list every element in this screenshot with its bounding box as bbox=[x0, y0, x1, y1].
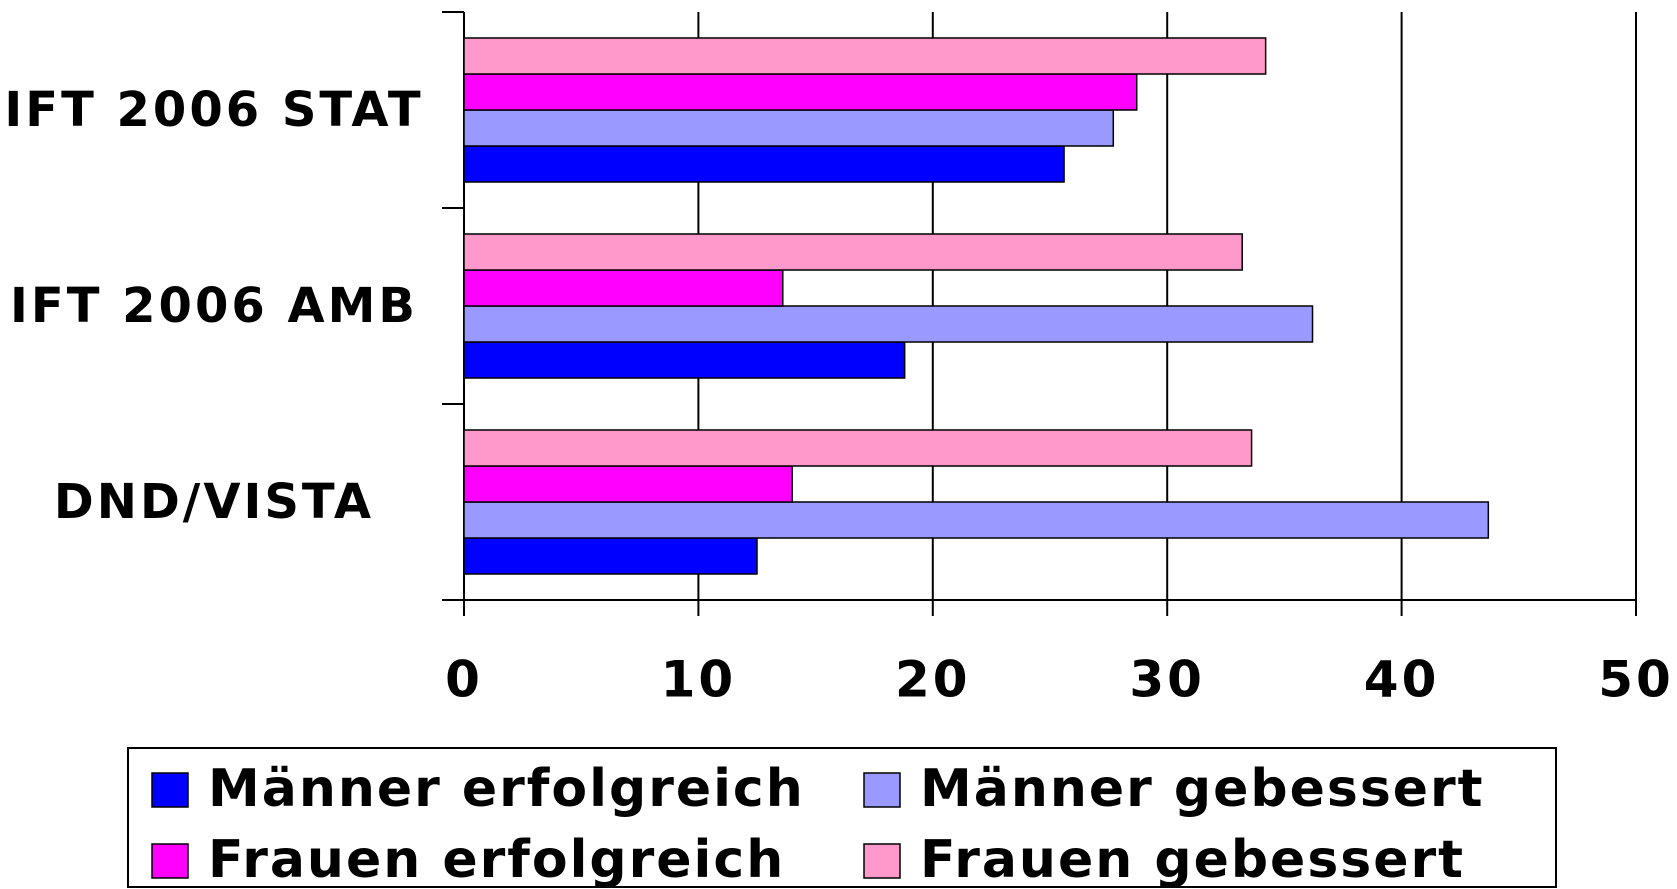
x-tick-label: 30 bbox=[1129, 651, 1205, 709]
x-tick-label: 10 bbox=[661, 651, 737, 709]
bar bbox=[463, 145, 1065, 183]
category-label: DND/VISTA bbox=[53, 474, 375, 530]
legend-label: Männer erfolgreich bbox=[208, 759, 805, 819]
bar bbox=[463, 269, 784, 307]
legend-label: Frauen gebessert bbox=[920, 830, 1465, 889]
category-label: IFT 2006 AMB bbox=[10, 278, 418, 334]
bar bbox=[463, 37, 1267, 75]
x-tick-label: 50 bbox=[1598, 651, 1674, 709]
x-tick-label: 40 bbox=[1364, 651, 1440, 709]
bar bbox=[463, 73, 1138, 111]
legend-swatch bbox=[151, 772, 189, 808]
bar bbox=[463, 501, 1490, 539]
bar bbox=[463, 537, 758, 575]
x-tick-label: 20 bbox=[895, 651, 971, 709]
bar bbox=[463, 109, 1115, 147]
bar bbox=[463, 305, 1314, 343]
bar bbox=[463, 429, 1253, 467]
category-label: IFT 2006 STAT bbox=[4, 82, 424, 138]
x-tick-label: 0 bbox=[445, 651, 483, 709]
legend-swatch bbox=[863, 843, 901, 879]
bar bbox=[463, 341, 906, 379]
legend-label: Männer gebessert bbox=[920, 759, 1485, 819]
legend-box bbox=[127, 747, 1557, 888]
bar bbox=[463, 233, 1243, 271]
legend-swatch bbox=[863, 772, 901, 808]
bar bbox=[463, 465, 793, 503]
legend-label: Frauen erfolgreich bbox=[208, 830, 785, 889]
legend-swatch bbox=[151, 843, 189, 879]
